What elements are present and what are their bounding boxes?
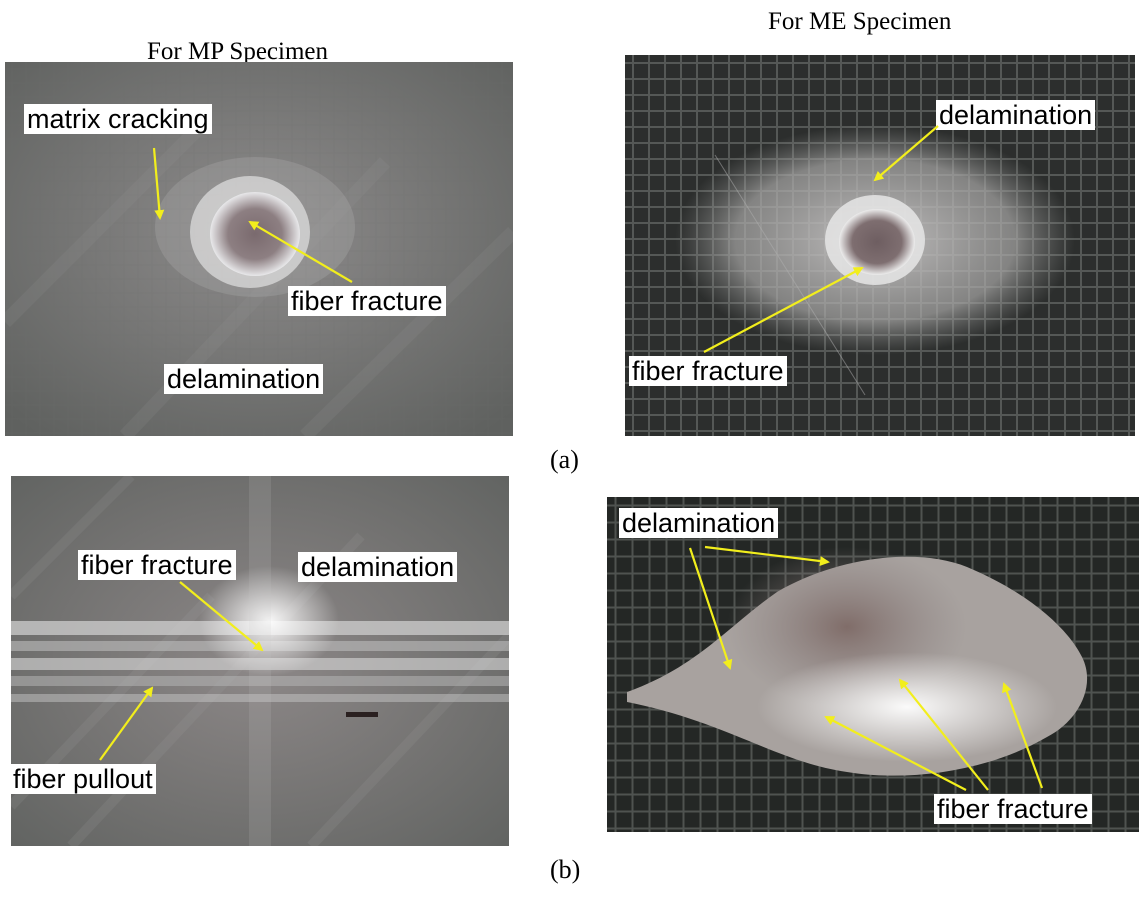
label-delamination: delamination <box>619 508 779 538</box>
sublabel-a: (a) <box>550 445 579 474</box>
label-delamination: delamination <box>936 100 1096 130</box>
sublabel-b: (b) <box>550 855 581 884</box>
label-fiber-fracture: fiber fracture <box>288 286 446 316</box>
label-fiber-fracture: fiber fracture <box>78 550 236 580</box>
heading-me-specimen: For ME Specimen <box>768 8 952 35</box>
label-fiber-fracture: fiber fracture <box>934 794 1092 824</box>
label-matrix-cracking: matrix cracking <box>24 104 212 134</box>
heading-mp-specimen: For MP Specimen <box>147 38 329 65</box>
label-delamination: delamination <box>298 552 458 582</box>
photo-b-me <box>607 497 1139 832</box>
label-fiber-fracture: fiber fracture <box>629 356 787 386</box>
label-delamination: delamination <box>164 364 324 394</box>
label-fiber-pullout: fiber pullout <box>10 764 156 794</box>
